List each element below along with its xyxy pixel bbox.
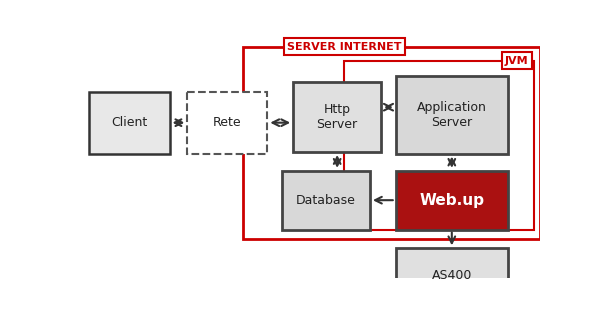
Text: Rete: Rete: [213, 116, 242, 129]
Bar: [395, 171, 508, 230]
Text: Database: Database: [296, 194, 356, 207]
Bar: [395, 248, 508, 302]
Bar: [293, 82, 381, 152]
Bar: [187, 92, 268, 154]
Bar: [282, 171, 370, 230]
Bar: [344, 61, 535, 230]
Text: Application
Server: Application Server: [417, 101, 487, 129]
Bar: [244, 47, 540, 239]
Bar: [89, 92, 170, 154]
Text: Http
Server: Http Server: [317, 103, 358, 131]
Text: AS400: AS400: [431, 269, 472, 282]
Text: Web.up: Web.up: [419, 193, 484, 208]
Text: Client: Client: [112, 116, 148, 129]
Text: SERVER INTERNET: SERVER INTERNET: [287, 42, 401, 52]
Bar: [395, 76, 508, 154]
Text: JVM: JVM: [505, 56, 529, 66]
